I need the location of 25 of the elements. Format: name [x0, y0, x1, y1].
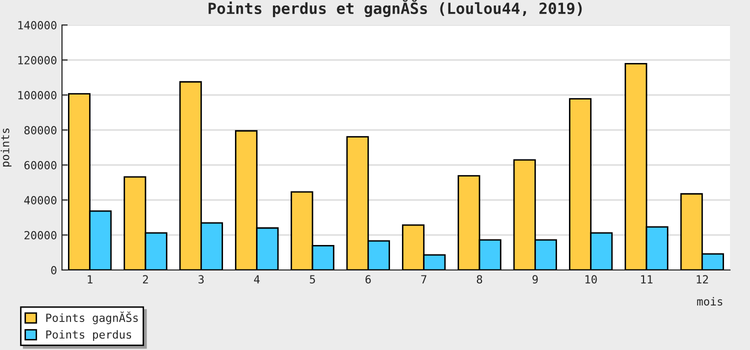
x-tick-label: 7: [421, 275, 426, 284]
y-tick-label: 60000: [24, 161, 56, 170]
x-tick-label: 6: [366, 275, 371, 284]
chart-title: Points perdus et gagnĂŠs (Loulou44, 2019): [208, 0, 582, 18]
x-tick-label: 3: [198, 275, 204, 284]
y-axis-title: points: [0, 128, 12, 167]
y-tick-label: 20000: [24, 231, 56, 240]
x-tick-label: 1: [88, 275, 92, 284]
y-tick-label: 40000: [24, 196, 56, 204]
y-tick-label: 140000: [18, 21, 56, 30]
y-tick-label: 80000: [24, 126, 56, 134]
x-tick-label: 8: [476, 275, 482, 284]
legend-label: Points perdus: [46, 330, 132, 341]
y-tick-label: 0: [51, 266, 56, 274]
x-axis-title: mois: [697, 297, 722, 306]
x-tick-label: 2: [142, 275, 148, 284]
x-tick-label: 4: [254, 275, 260, 284]
y-tick-label: 100000: [18, 91, 56, 100]
x-tick-label: 9: [532, 275, 538, 284]
x-tick-label: 10: [585, 275, 597, 284]
x-tick-label: 12: [696, 275, 708, 284]
x-tick-label: 11: [641, 275, 652, 284]
legend-label: Points gagnĂŠs: [46, 312, 138, 324]
x-tick-label: 5: [310, 275, 315, 284]
y-tick-label: 120000: [18, 56, 56, 64]
